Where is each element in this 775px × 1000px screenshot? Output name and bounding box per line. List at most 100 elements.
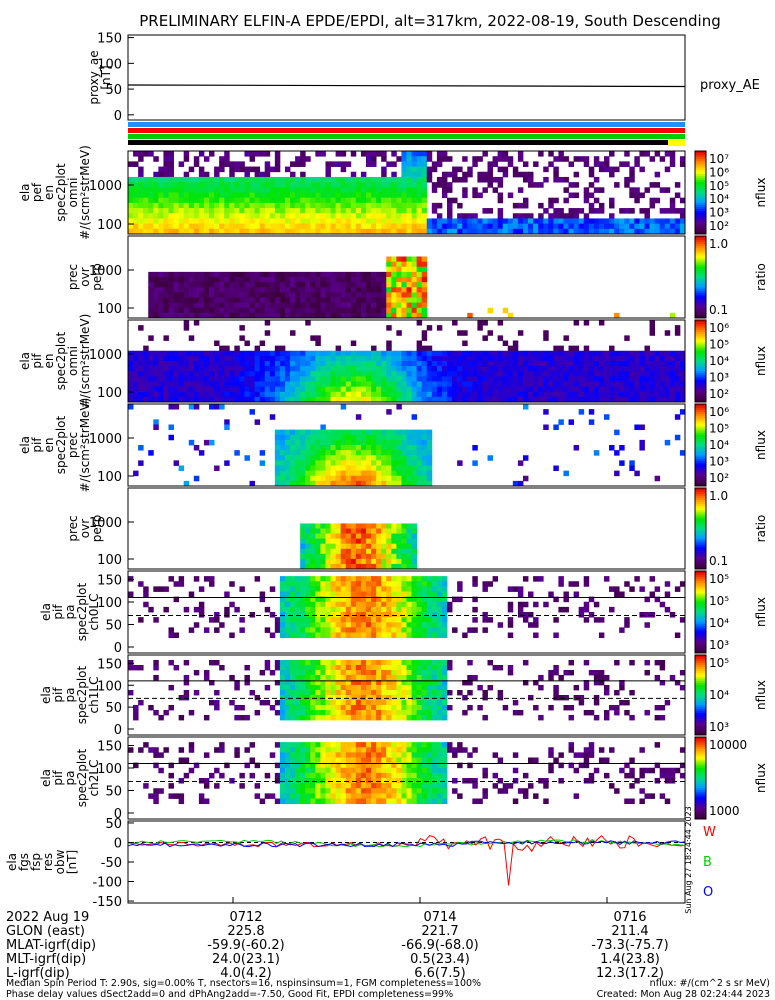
ela-pef-omni-cell xyxy=(295,223,301,230)
ela-pif-omni-cell xyxy=(198,366,205,372)
ela-pif-pa-spec2plot-ch1lc-cell xyxy=(609,705,615,711)
prec-ovr-perp-e-cell xyxy=(279,302,286,309)
ela-pif-omni-cell xyxy=(512,371,519,377)
ela-pif-omni-cell xyxy=(593,371,600,377)
ela-pif-pa-spec2plot-ch1lc-cell xyxy=(391,700,397,706)
prec-ovr-perp-i-ytick-0: 1000 xyxy=(89,516,122,531)
prec-ovr-perp-e-cell xyxy=(148,271,154,278)
ela-pef-omni-cell xyxy=(295,218,301,225)
prec-ovr-perp-e-colorbar-cell xyxy=(695,252,706,255)
prec-ovr-perp-e-cell xyxy=(376,302,382,309)
ela-pef-omni-cell xyxy=(674,223,681,230)
prec-ovr-perp-i-cell xyxy=(386,558,392,565)
ela-pif-prec-cell xyxy=(371,470,377,477)
ela-pif-pa-spec2plot-ch0lc-cell xyxy=(259,591,266,598)
ela-pef-omni-cell xyxy=(188,192,195,199)
ela-pif-omni-cell xyxy=(153,386,159,393)
ela-pef-omni-cell xyxy=(315,202,321,209)
prec-ovr-perp-i-cell xyxy=(320,528,326,534)
ela-pif-omni-cell xyxy=(629,366,635,372)
ela-pif-pa-spec2plot-ch1lc-cell xyxy=(381,705,387,711)
ela-pef-omni-cell xyxy=(401,166,407,173)
ela-pif-pa-spec2plot-ch0lc-colorbar-cell xyxy=(695,597,706,601)
ela-pif-pa-spec2plot-ch0lc-cell xyxy=(386,606,392,613)
ela-pef-omni-cell xyxy=(158,187,164,193)
ela-pif-pa-spec2plot-ch1lc-cell xyxy=(583,680,590,686)
ela-pif-omni-cell xyxy=(543,371,549,377)
ela-pif-omni-cell xyxy=(274,355,281,362)
ela-pif-omni-cell xyxy=(522,391,529,398)
ela-pif-prec-cell xyxy=(391,480,397,487)
ela-pif-pa-spec2plot-ch0lc-cell xyxy=(436,606,443,613)
ela-pef-omni-cell xyxy=(188,197,195,204)
ela-pif-omni-cell xyxy=(507,366,514,372)
ela-pif-omni-cell xyxy=(512,381,519,388)
ela-pif-prec-colorbar-cell xyxy=(695,440,706,444)
ela-pif-omni-cell xyxy=(138,325,144,331)
ela-pif-pa-spec2plot-ch0lc-cell xyxy=(396,576,402,582)
ela-pef-omni-cell xyxy=(158,208,164,214)
ela-pef-omni-cell xyxy=(533,161,539,167)
prec-ovr-perp-e-cell xyxy=(310,312,316,319)
ela-pef-omni-cell xyxy=(482,228,488,235)
ela-pif-omni-cell xyxy=(158,366,164,372)
ela-pef-omni-cell xyxy=(360,151,367,157)
ela-pef-omni-colorbar-tick-2: 10⁵ xyxy=(709,179,729,193)
prec-ovr-perp-i-ylabel-0: prec xyxy=(66,515,80,541)
ela-pef-omni-cell xyxy=(143,182,149,188)
ela-pif-omni-cell xyxy=(558,366,564,372)
prec-ovr-perp-e-cell xyxy=(325,292,331,298)
ela-pef-omni-cell xyxy=(340,182,347,188)
ela-pif-pa-spec2plot-ch0lc-cell xyxy=(614,586,620,592)
ela-pef-omni-cell xyxy=(183,202,190,209)
ela-pif-omni-cell xyxy=(148,381,154,388)
ela-pif-pa-spec2plot-ch1lc-cell xyxy=(593,715,600,721)
ela-pef-omni-cell xyxy=(411,218,418,225)
ela-pef-omni-cell xyxy=(254,213,261,219)
prec-ovr-perp-e-cell xyxy=(325,287,331,293)
ela-pef-omni-cell xyxy=(467,228,473,235)
ela-pef-omni-cell xyxy=(229,166,235,173)
ela-pif-omni-cell xyxy=(502,386,509,393)
ela-pef-omni-cell xyxy=(234,176,240,183)
ela-pif-pa-spec2plot-ch1lc-cell xyxy=(563,705,569,711)
prec-ovr-perp-e-cell xyxy=(416,271,423,278)
ela-pef-omni-cell xyxy=(396,228,402,235)
prec-ovr-perp-e-cell xyxy=(244,282,250,288)
prec-ovr-perp-i-cell xyxy=(386,553,392,560)
ela-pif-prec-cell xyxy=(330,439,337,446)
ela-pif-prec-ylabel-5: #/(scm²strMeV) xyxy=(78,398,92,493)
ela-pif-pa-spec2plot-ch0lc-cell xyxy=(214,612,220,618)
ela-pef-omni-cell xyxy=(538,182,544,188)
ela-pif-pa-spec2plot-ch0lc-cell xyxy=(315,622,321,628)
ela-pif-omni-cell xyxy=(558,371,564,377)
ela-pif-omni-cell xyxy=(143,381,149,388)
ela-pif-omni-cell xyxy=(467,376,473,382)
ela-pef-omni-cell xyxy=(133,223,139,230)
ela-pif-omni-cell xyxy=(609,391,615,398)
ela-pif-prec-cell xyxy=(416,434,423,441)
prec-ovr-perp-e-cell xyxy=(284,307,291,314)
prec-ovr-perp-e-cell xyxy=(274,271,281,278)
ela-pif-omni-cell xyxy=(214,340,220,347)
ela-pef-omni-cell xyxy=(244,151,250,157)
ela-pef-omni-cell xyxy=(644,151,650,157)
ela-pif-prec-cell xyxy=(295,455,301,461)
ela-pif-omni-cell xyxy=(279,371,286,377)
ela-pef-omni-cell xyxy=(522,223,529,230)
ela-pif-pa-spec2plot-ch1lc-cell xyxy=(325,675,331,681)
ela-pef-omni-cell xyxy=(163,223,169,230)
ela-pif-omni-cell xyxy=(345,361,352,367)
ela-pef-omni-cell xyxy=(558,208,564,214)
ela-pif-pa-spec2plot-ch0lc-ylabel-0: ela xyxy=(39,603,53,621)
ela-pif-pa-spec2plot-ch0lc-cell xyxy=(224,606,230,613)
prec-ovr-perp-e-cell xyxy=(290,292,296,298)
prec-ovr-perp-e-cell xyxy=(381,292,387,298)
ela-pif-prec-cell xyxy=(320,460,326,466)
ela-pif-prec-cell xyxy=(279,470,286,477)
ela-pef-omni-cell xyxy=(609,228,615,235)
ela-pef-omni-cell xyxy=(148,202,154,209)
ela-pef-omni-cell xyxy=(198,151,205,157)
ela-pif-prec-cell xyxy=(274,455,281,461)
ela-pif-omni-cell xyxy=(178,386,185,393)
